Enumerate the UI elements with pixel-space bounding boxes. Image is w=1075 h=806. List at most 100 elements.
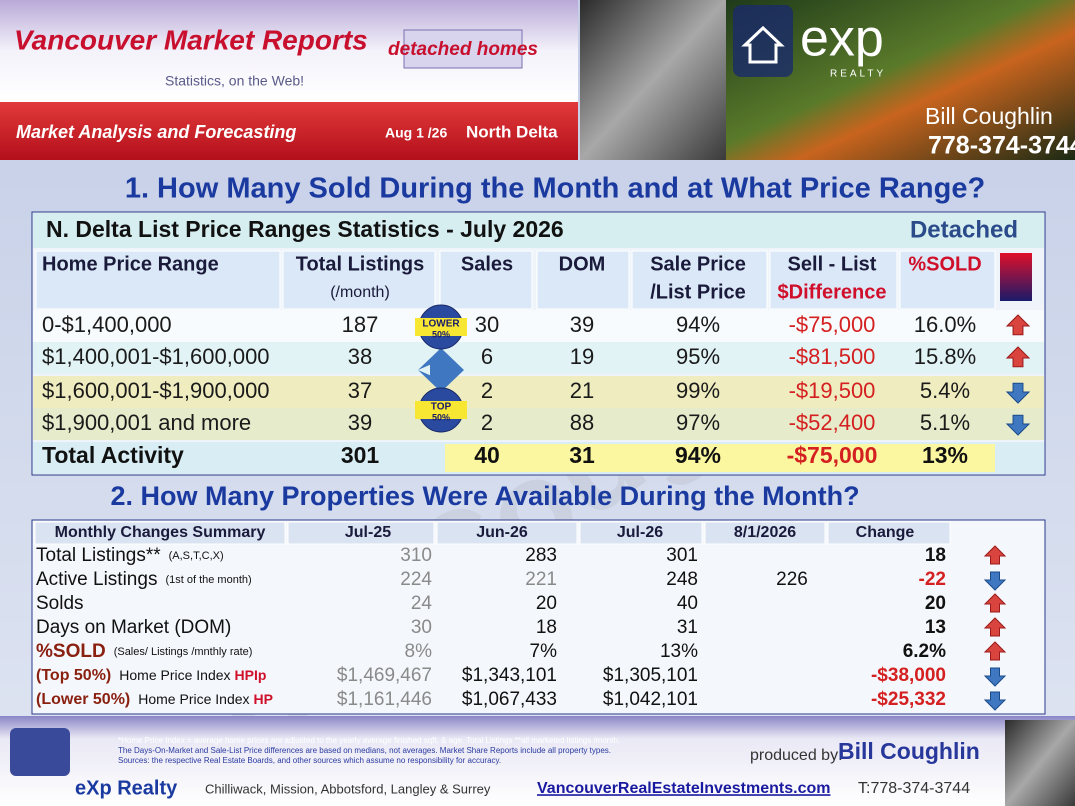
cell: -$75,000 [789, 312, 876, 337]
header-band [0, 102, 578, 160]
change-cell: -22 [919, 569, 946, 590]
logo: exp [800, 10, 884, 68]
footer-band [0, 716, 1075, 806]
title: Vancouver Market Reports [14, 24, 368, 55]
badge-box [403, 29, 523, 69]
row-label-text: Active Listings [36, 569, 157, 590]
down-arrow [1005, 414, 1031, 436]
range-marker-pct: 50% [432, 329, 450, 339]
fine-print-line: *Home Price Index = average home prices … [118, 736, 620, 745]
cell: 20 [536, 593, 557, 614]
legend-swatch [1000, 253, 1032, 301]
areas: Chilliwack, Mission, Abbotsford, Langley… [205, 781, 491, 796]
header-cell [34, 521, 286, 545]
cell: 2 [481, 410, 493, 435]
cell: -$81,500 [789, 344, 876, 369]
row-label: Active Listings (1st of the month) [36, 569, 252, 590]
total-cell: 40 [474, 442, 500, 468]
price-range-table: Home Price Range Total Listings (/month) Sa… [33, 250, 1044, 474]
range-marker-band [415, 401, 467, 419]
cell: 0-$1,400,000 [42, 312, 172, 337]
produced-by: produced by: [750, 747, 843, 764]
row-label: (Lower 50%) Home Price Index HP [36, 691, 273, 709]
row-note: (Sales/ Listings /mnthly rate) [114, 646, 253, 658]
cell: $1,600,001-$1,900,000 [42, 378, 270, 403]
brand: eXp Realty [75, 777, 178, 799]
cell: 5.4% [920, 378, 970, 403]
range-marker-pct: 50% [432, 412, 450, 422]
monthly-changes-table: Monthly Changes Summary Jul-25 Jun-26 Jul-2… [34, 521, 1007, 711]
range-divider-arrow [418, 348, 441, 392]
header-cell [436, 521, 578, 545]
agent-name: Bill Coughlin [925, 103, 1053, 129]
row-label: %SOLD (Sales/ Listings /mnthly rate) [36, 641, 252, 662]
row-note: Home Price Index [119, 667, 230, 683]
row-label-text: Days on Market (DOM) [36, 617, 231, 638]
website[interactable]: VancouverRealEstateInvestments.com [537, 780, 830, 797]
cell: 38 [348, 344, 372, 369]
header-cell [704, 521, 826, 545]
table-box [31, 519, 1046, 715]
total-cell: -$75,000 [787, 442, 878, 468]
cell: 95% [676, 344, 720, 369]
column-subheader: /List Price [650, 281, 746, 303]
row-band [33, 376, 1044, 408]
column-header: Home Price Range [42, 253, 219, 275]
cell: 99% [676, 378, 720, 403]
column-header: Monthly Changes Summary [55, 524, 266, 541]
row-note: (1st of the month) [165, 574, 251, 586]
up-arrow [1005, 314, 1031, 336]
cell: 224 [400, 569, 432, 590]
row-note: Home Price Index [138, 691, 249, 707]
header-cell [282, 250, 436, 310]
section-heading: 1. How Many Sold During the Month and at… [125, 173, 985, 205]
subtitle: Market Analysis and Forecasting [16, 122, 296, 142]
total-cell: 31 [569, 442, 595, 468]
row-band [33, 408, 1044, 440]
table-title-band [33, 213, 1044, 248]
column-header: DOM [559, 253, 606, 275]
cell: 8% [405, 641, 433, 662]
down-arrow [983, 571, 1007, 591]
cell: 248 [666, 569, 698, 590]
change-cell: -$25,332 [871, 689, 946, 710]
table-title: N. Delta List Price Ranges Statistics - … [46, 216, 564, 242]
change-cell: 20 [925, 593, 946, 614]
header-cell [769, 250, 898, 310]
logo-mark [733, 5, 793, 77]
down-arrow [1005, 382, 1031, 404]
logo-house [741, 25, 785, 64]
column-subheader: $Difference [778, 281, 887, 303]
cell: 18 [536, 617, 557, 638]
change-cell: -$38,000 [871, 665, 946, 686]
header-cell [439, 250, 533, 310]
row-label: Total Listings** (A,S,T,C,X) [36, 545, 224, 566]
table-tag: Detached [910, 216, 1018, 243]
cell: 2 [481, 378, 493, 403]
row-label: Solds [36, 593, 84, 614]
row-label-text: Solds [36, 593, 84, 614]
cell: 226 [776, 569, 808, 590]
section-heading: 2. How Many Properties Were Available Du… [110, 481, 859, 511]
cell: 24 [411, 593, 433, 614]
cell: 15.8% [914, 344, 976, 369]
fine-print: *Home Price Index = average home prices … [118, 736, 620, 765]
row-tag: HPIp [235, 667, 267, 683]
column-header: Total Listings [296, 253, 425, 275]
up-arrow [1005, 346, 1031, 368]
change-cell: 6.2% [903, 641, 946, 662]
cell: 94% [676, 312, 720, 337]
total-highlight [445, 444, 995, 472]
row-band [33, 342, 1044, 374]
column-header: Sell - List [788, 253, 877, 275]
cell: -$52,400 [789, 410, 876, 435]
cell: 221 [525, 569, 557, 590]
row-tag: HP [254, 691, 273, 707]
cell: 30 [411, 617, 432, 638]
row-label: Days on Market (DOM) [36, 617, 231, 638]
row-label-text: %SOLD [36, 641, 106, 662]
cell: 88 [570, 410, 594, 435]
cell: 40 [677, 593, 698, 614]
